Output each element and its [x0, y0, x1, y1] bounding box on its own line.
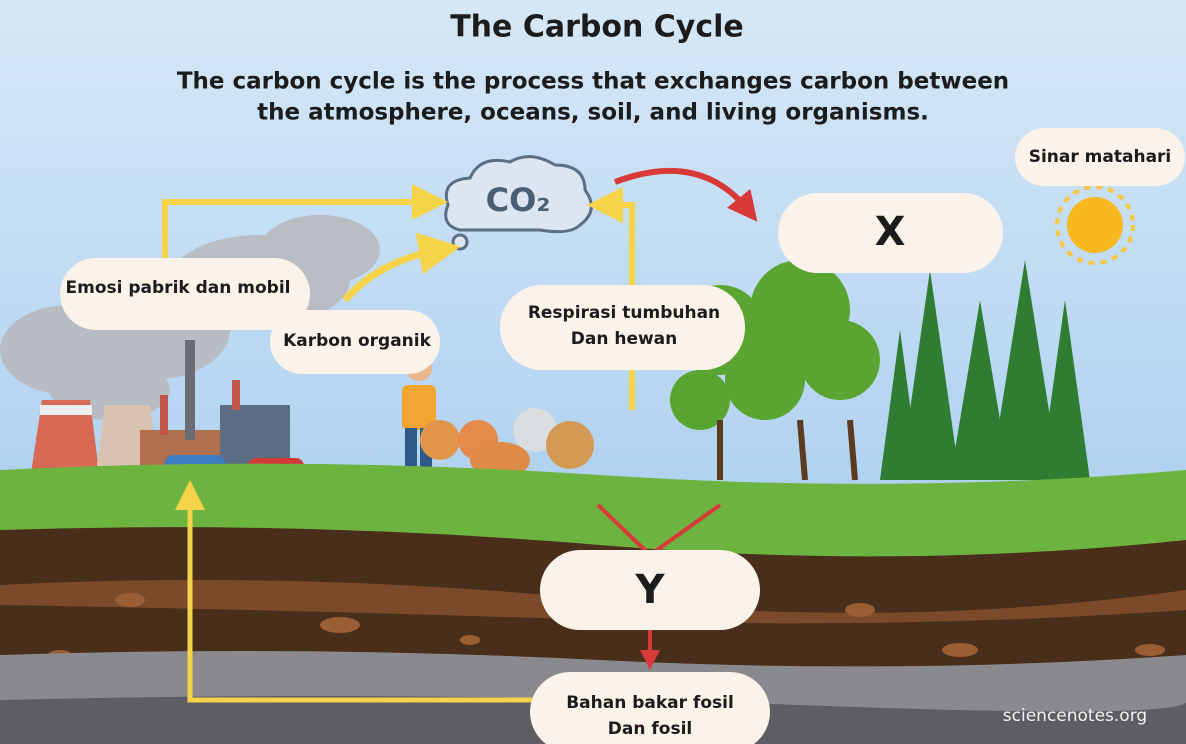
node-label: Dan fosil [608, 719, 692, 739]
node-label: Emosi pabrik dan mobil [66, 278, 291, 298]
node-label: Sinar matahari [1029, 147, 1172, 167]
diagram: The Carbon Cycle The carbon cycle is the… [0, 0, 1186, 744]
cloud-label: CO₂ [486, 181, 551, 219]
node-label: Respirasi tumbuhan [528, 303, 720, 323]
subtitle: the atmosphere, oceans, soil, and living… [257, 100, 929, 126]
title: The Carbon Cycle [450, 10, 744, 45]
node-label: Bahan bakar fosil [566, 693, 734, 713]
node-label: Karbon organik [283, 331, 432, 351]
subtitle: The carbon cycle is the process that exc… [177, 69, 1009, 95]
node-label: Y [635, 567, 666, 613]
node-label: X [875, 209, 906, 255]
watermark: sciencenotes.org [1003, 706, 1147, 726]
node-label: Dan hewan [571, 329, 678, 349]
sun [1057, 187, 1133, 263]
